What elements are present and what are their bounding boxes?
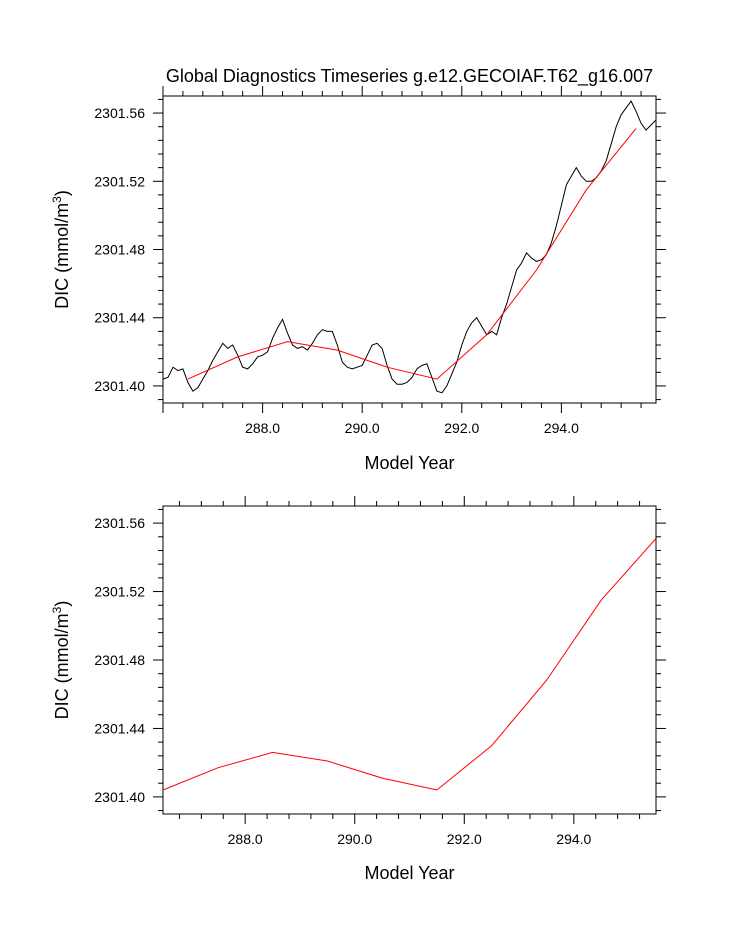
x-tick-label: 292.0 xyxy=(444,420,479,436)
x-tick-label: 292.0 xyxy=(447,831,482,847)
x-axis-label: Model Year xyxy=(364,453,454,473)
y-axis-label-main: DIC (mmol/m xyxy=(52,203,72,309)
y-axis-label-close: ) xyxy=(52,601,72,607)
y-tick-label: 2301.52 xyxy=(94,584,145,600)
x-tick-label: 290.0 xyxy=(345,420,380,436)
annual-mean-series-line xyxy=(187,128,637,380)
x-tick-label: 290.0 xyxy=(337,831,372,847)
y-tick-label: 2301.52 xyxy=(94,173,145,189)
y-tick-label: 2301.48 xyxy=(94,652,145,668)
y-tick-label: 2301.40 xyxy=(94,378,145,394)
monthly-series-line xyxy=(162,100,657,394)
annual-mean-series-line xyxy=(162,538,657,791)
y-axis-label-close: ) xyxy=(52,190,72,196)
y-tick-label: 2301.56 xyxy=(94,515,145,531)
y-tick-label: 2301.40 xyxy=(94,789,145,805)
chart-title: Global Diagnostics Timeseries g.e12.GECO… xyxy=(166,66,653,87)
y-axis-label: DIC (mmol/m3) xyxy=(50,190,72,309)
y-tick-label: 2301.44 xyxy=(94,720,145,736)
y-axis-label-main: DIC (mmol/m xyxy=(52,613,72,719)
x-tick-label: 294.0 xyxy=(556,831,591,847)
y-tick-label: 2301.56 xyxy=(94,105,145,121)
x-tick-label: 294.0 xyxy=(544,420,579,436)
y-axis-label-superscript: 3 xyxy=(50,196,64,203)
x-tick-label: 288.0 xyxy=(245,420,280,436)
y-tick-label: 2301.48 xyxy=(94,242,145,258)
y-axis-label: DIC (mmol/m3) xyxy=(50,601,72,720)
x-tick-label: 288.0 xyxy=(228,831,263,847)
chart-panel-1: Global Diagnostics Timeseries g.e12.GECO… xyxy=(50,66,666,473)
chart-panel-2: 288.0 290.0 292.0 294.0 2301.40 2301.44 2301.4… xyxy=(50,496,666,883)
plot-frame xyxy=(162,505,657,815)
x-axis-label: Model Year xyxy=(364,863,454,883)
y-axis-label-superscript: 3 xyxy=(50,606,64,613)
y-tick-label: 2301.44 xyxy=(94,310,145,326)
